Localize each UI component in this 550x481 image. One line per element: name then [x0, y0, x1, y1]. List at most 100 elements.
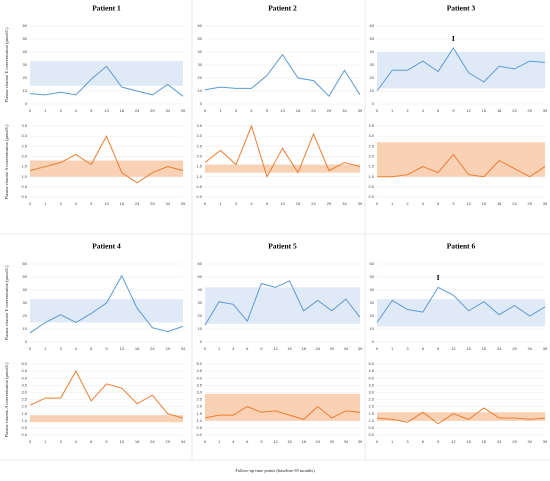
y-tick-label: 0.5 [21, 425, 27, 430]
x-tick-label: 4 [422, 108, 425, 113]
x-tick-label: 39 [181, 201, 186, 206]
x-tick-label: 1 [391, 108, 394, 113]
x-tick-label: 24 [497, 346, 502, 351]
x-tick-label: 0 [29, 108, 32, 113]
y-tick-label: 10 [198, 88, 203, 93]
y-tick-label: 50 [370, 274, 375, 279]
y-tick-label: 20 [370, 313, 375, 318]
y-tick-label: 10 [370, 326, 375, 331]
x-tick-label: 29 [330, 439, 335, 444]
y-tick-label: 0 [372, 339, 375, 344]
line [376, 286, 546, 323]
y-tick-label: 20 [198, 313, 203, 318]
reference-band [205, 393, 360, 421]
x-tick-label: 4 [250, 108, 253, 113]
y-tick-label: 3.5 [21, 123, 27, 128]
y-tick-label: 0.5 [21, 184, 27, 189]
line [29, 274, 184, 334]
y-tick-label: 1.5 [368, 411, 374, 416]
y-tick-label: 60 [23, 261, 28, 266]
x-tick-label: 6 [422, 346, 425, 351]
x-tick-label: 24 [311, 108, 316, 113]
x-tick-label: 3 [59, 439, 62, 444]
x-tick-label: 9 [266, 108, 269, 113]
x-tick-label: 3 [406, 346, 409, 351]
x-tick-label: 34 [342, 201, 347, 206]
y-tick-label: 1.0 [368, 174, 374, 179]
y-tick-label: 20 [198, 75, 203, 80]
y-tick-label: 60 [198, 23, 203, 28]
x-tick-label: 13 [104, 201, 109, 206]
x-tick-label: 29 [528, 108, 533, 113]
x-tick-label: 4 [250, 201, 253, 206]
x-tick-label: 39 [543, 346, 548, 351]
x-tick-label: 18 [296, 201, 301, 206]
x-tick-label: 29 [165, 346, 170, 351]
y-axis-label: Plasma vitamin E concentration (μmol/L) [4, 265, 9, 340]
y-tick-label: 3.0 [196, 133, 202, 138]
y-tick-label: 40 [23, 287, 28, 292]
y-tick-label: 1.5 [21, 411, 27, 416]
x-tick-label: 1 [44, 346, 47, 351]
x-tick-label: 0 [29, 201, 32, 206]
line [204, 124, 361, 178]
x-tick-label: 1 [391, 346, 394, 351]
x-tick-label: 2 [406, 201, 409, 206]
x-tick-label: 34 [344, 346, 349, 351]
x-tick-label: 4 [232, 439, 235, 444]
x-tick-label: 9 [105, 346, 108, 351]
y-tick-label: 0.0 [368, 194, 374, 199]
x-tick-label: 34 [181, 439, 186, 444]
y-tick-label: 3.5 [368, 382, 374, 387]
x-tick-label: 24 [311, 201, 316, 206]
y-tick-label: 30 [23, 300, 28, 305]
y-tick-label: 0 [200, 101, 203, 106]
y-tick-label: 0 [25, 339, 28, 344]
y-tick-label: 50 [198, 274, 203, 279]
x-tick-label: 18 [301, 439, 306, 444]
line [29, 370, 184, 419]
x-tick-label: 29 [330, 346, 335, 351]
panel-title: Patient 3 [447, 4, 476, 13]
x-tick-label: 15 [466, 439, 471, 444]
x-tick-label: 9 [260, 439, 263, 444]
reference-band [205, 164, 360, 173]
x-tick-label: 0 [376, 201, 379, 206]
x-tick-label: 34 [528, 346, 533, 351]
x-tick-label: 34 [342, 108, 347, 113]
x-tick-label: 29 [528, 201, 533, 206]
y-tick-label: 2.5 [368, 143, 374, 148]
x-tick-label: 18 [296, 108, 301, 113]
line [29, 65, 184, 97]
y-tick-label: 5.0 [196, 361, 202, 366]
x-tick-label: 39 [543, 439, 548, 444]
x-tick-label: 6 [90, 439, 93, 444]
y-tick-label: 4.5 [196, 368, 202, 373]
x-tick-label: 0 [204, 201, 207, 206]
x-tick-label: 29 [327, 108, 332, 113]
panel-title: Patient 4 [92, 242, 121, 251]
x-tick-label: 39 [358, 108, 363, 113]
x-tick-label: 1 [218, 346, 221, 351]
x-tick-label: 1 [44, 201, 47, 206]
y-tick-label: 30 [370, 62, 375, 67]
y-tick-label: 10 [370, 88, 375, 93]
y-tick-label: 0.0 [21, 194, 27, 199]
x-tick-label: 29 [150, 201, 155, 206]
y-tick-label: 3.0 [196, 389, 202, 394]
x-axis-label: Follow-up time points (baseline-39 month… [235, 468, 315, 473]
line [29, 134, 184, 184]
x-tick-label: 0 [376, 346, 379, 351]
y-tick-label: 1.0 [21, 418, 27, 423]
x-tick-label: 9 [266, 201, 269, 206]
x-tick-label: 1 [44, 439, 47, 444]
x-tick-label: 24 [512, 108, 517, 113]
y-tick-label: 40 [198, 49, 203, 54]
x-tick-label: 18 [497, 108, 502, 113]
y-tick-label: 4.0 [21, 375, 27, 380]
y-tick-label: 50 [23, 274, 28, 279]
x-tick-label: 0 [29, 346, 32, 351]
x-tick-label: 15 [482, 201, 487, 206]
y-tick-label: 50 [23, 36, 28, 41]
